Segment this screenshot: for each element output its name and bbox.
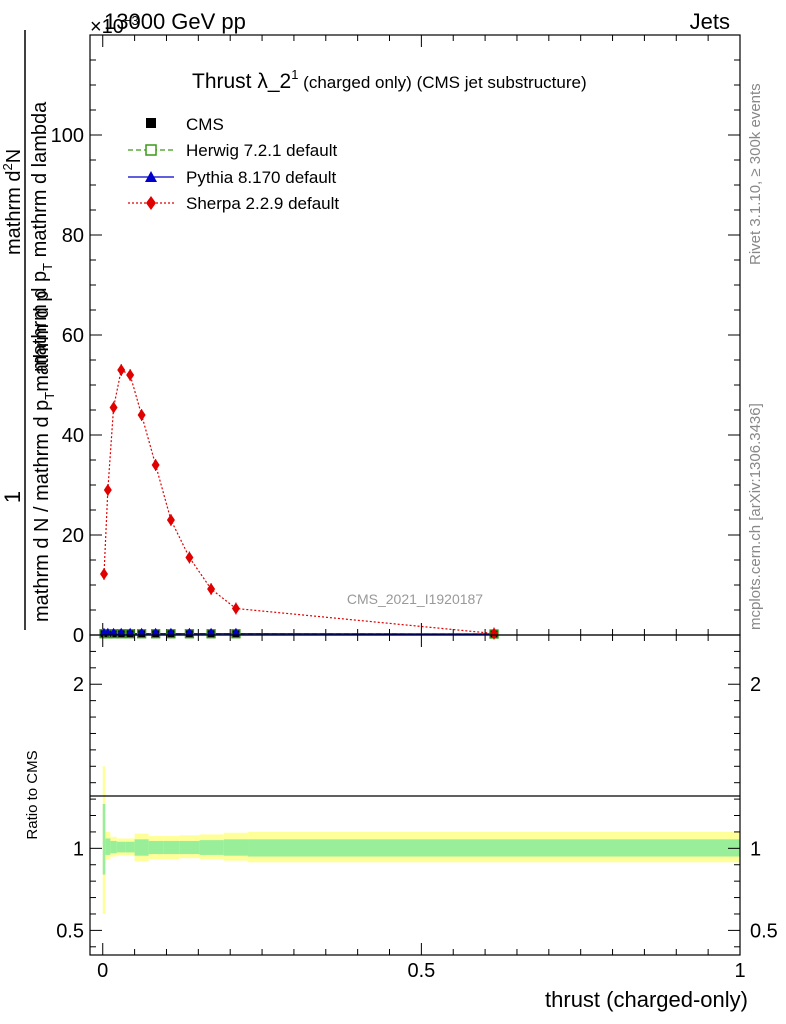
ratio-stat-band — [163, 840, 180, 855]
sherpa-point — [231, 602, 240, 615]
ylabel-numerator: mathrm d2N — [0, 149, 25, 255]
process-label: Jets — [690, 9, 730, 34]
sherpa-point — [151, 459, 160, 471]
ratio-y-tick-label: 0.5 — [56, 920, 84, 942]
ratio-y-ticks: 0.5 0.5 1 1 2 2 — [56, 650, 778, 948]
pythia-point — [207, 627, 216, 635]
main-y-tick-label: 0 — [73, 625, 84, 647]
ratio-stat-band — [179, 840, 200, 855]
legend-pythia-marker — [145, 171, 157, 182]
ratio-y-tick-label: 1 — [73, 838, 84, 860]
ratio-stat-band — [105, 838, 111, 855]
ratio-stat-band — [248, 839, 740, 857]
pythia-point — [185, 627, 194, 635]
ratio-ylabel: Ratio to CMS — [24, 750, 41, 839]
ratio-y-tick-label-right: 2 — [750, 674, 761, 696]
legend-item-herwig: Herwig 7.2.1 default — [128, 141, 337, 160]
legend-pythia-label: Pythia 8.170 default — [186, 168, 337, 187]
beam-label: 13000 GeV pp — [104, 9, 246, 34]
sherpa-point — [490, 627, 499, 640]
sherpa-point — [166, 514, 175, 526]
main-data — [99, 364, 499, 640]
x-tick-label: 1 — [734, 960, 745, 982]
sherpa-point — [137, 409, 146, 421]
legend-cms-label: CMS — [186, 115, 224, 134]
sherpa-point — [109, 401, 118, 414]
pythia-point — [126, 627, 135, 635]
ratio-plot-frame — [89, 634, 741, 956]
ratio-stat-band — [116, 841, 126, 853]
x-tick-label: 0.5 — [407, 960, 435, 982]
pythia-point — [231, 627, 240, 635]
ratio-y-tick-label-right: 1 — [750, 838, 761, 860]
sherpa-point — [117, 364, 126, 376]
ratio-stat-band — [102, 804, 106, 875]
ratio-y-tick-label: 2 — [73, 674, 84, 696]
ratio-stat-band — [134, 839, 149, 856]
mcplots-label: mcplots.cern.ch [arXiv:1306.3436] — [747, 403, 764, 630]
legend: CMS Herwig 7.2.1 default Pythia 8.170 de… — [128, 115, 339, 213]
main-y-tick-label: 60 — [62, 325, 84, 347]
main-y-tick-label: 80 — [62, 225, 84, 247]
sherpa-point — [103, 484, 112, 496]
sherpa-point — [207, 583, 216, 595]
ylabel-one: 1 — [0, 491, 25, 503]
pythia-point — [103, 627, 112, 635]
pythia-point — [151, 627, 160, 635]
ratio-x-ticks: 0 0.5 1 — [97, 635, 746, 982]
main-y-ticks: 0 20 40 60 80 100 — [51, 59, 740, 647]
ratio-stat-band — [148, 840, 164, 855]
ratio-stat-band — [125, 841, 135, 853]
pythia-point — [117, 627, 126, 635]
ratio-stat-band — [199, 840, 224, 855]
legend-herwig-label: Herwig 7.2.1 default — [186, 141, 337, 160]
ylabel-numerator-line2: mathrm d pT mathrm d lambda — [29, 101, 55, 372]
main-y-tick-label: 20 — [62, 525, 84, 547]
legend-sherpa-marker — [146, 196, 156, 210]
x-axis-label: thrust (charged-only) — [545, 987, 748, 1012]
x-tick-label: 0 — [97, 960, 108, 982]
pythia-point — [109, 627, 118, 635]
ratio-bands — [102, 766, 740, 914]
ratio-stat-band — [223, 839, 249, 856]
sherpa-point — [100, 568, 109, 580]
legend-item-cms: CMS — [146, 115, 224, 134]
pythia-point — [137, 627, 146, 635]
main-y-tick-label: 100 — [51, 125, 84, 147]
sherpa-point — [126, 369, 135, 381]
ratio-stat-band — [110, 840, 117, 854]
legend-cms-marker — [146, 118, 156, 128]
main-y-tick-label: 40 — [62, 425, 84, 447]
legend-herwig-marker — [145, 144, 157, 156]
ylabel-denominator: mathrm d N / mathrm d pTmathrm d p — [31, 291, 57, 622]
ratio-y-tick-label-right: 0.5 — [750, 920, 778, 942]
main-ylabel: 1 mathrm d N / mathrm d pTmathrm d p mat… — [0, 30, 57, 630]
legend-item-pythia: Pythia 8.170 default — [128, 168, 337, 187]
legend-sherpa-label: Sherpa 2.2.9 default — [186, 194, 339, 213]
rivet-label: Rivet 3.1.10, ≥ 300k events — [747, 83, 764, 265]
plot-title: Thrust λ_21 (charged only) (CMS jet subs… — [192, 67, 587, 93]
analysis-watermark: CMS_2021_I1920187 — [347, 591, 483, 607]
sherpa-point — [185, 551, 194, 564]
legend-item-sherpa: Sherpa 2.2.9 default — [128, 194, 339, 213]
exponent-label: ×10−3 — [90, 13, 139, 38]
pythia-point — [166, 627, 175, 635]
sherpa-line — [103, 369, 495, 635]
